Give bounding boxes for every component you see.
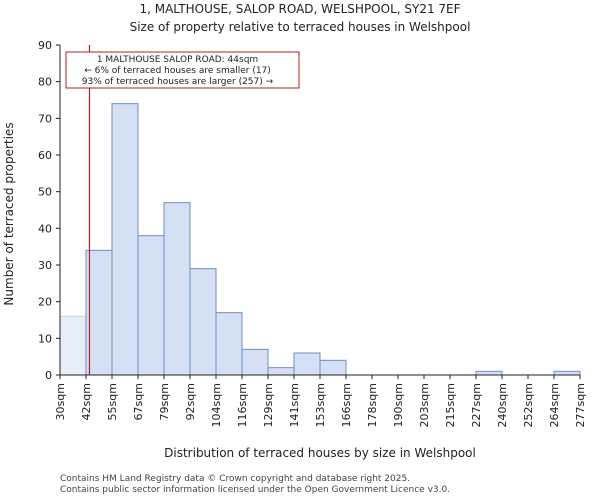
bar-79sqm — [163, 202, 191, 376]
bar-116sqm — [241, 348, 269, 376]
annotation-line-1: 1 MALTHOUSE SALOP ROAD: 44sqm — [97, 55, 258, 65]
y-tick-label: 70 — [38, 112, 52, 125]
y-tick-label: 40 — [38, 222, 52, 235]
chart-subtitle: Size of property relative to terraced ho… — [130, 20, 471, 34]
x-tick-label: 104sqm — [210, 383, 223, 427]
x-tick-label: 240sqm — [496, 383, 509, 427]
chart-title: 1, MALTHOUSE, SALOP ROAD, WELSHPOOL, SY2… — [139, 2, 460, 16]
x-tick-label: 252sqm — [522, 383, 535, 427]
x-tick-label: 55sqm — [106, 383, 119, 420]
annotation-box — [65, 51, 300, 89]
x-tick-label: 203sqm — [418, 383, 431, 427]
bar-42sqm — [85, 249, 113, 376]
y-tick-label: 50 — [38, 186, 52, 199]
y-tick-label: 80 — [38, 76, 52, 89]
x-tick-label: 92sqm — [184, 383, 197, 420]
x-axis-label: Distribution of terraced houses by size … — [164, 446, 476, 460]
x-tick-label: 227sqm — [470, 383, 483, 427]
y-axis-label: Number of terraced properties — [2, 122, 16, 305]
annotation-line-3: 93% of terraced houses are larger (257) … — [82, 77, 274, 87]
bar-153sqm — [319, 359, 347, 376]
y-tick-label: 30 — [38, 259, 52, 272]
x-tick-label: 166sqm — [340, 383, 353, 427]
plot-area: 0 10 20 30 40 50 60 70 80 90 30sqm 42sqm 55sqm 67sqm 7… — [38, 39, 587, 427]
x-tick-label: 264sqm — [548, 383, 561, 427]
footer-line-1: Contains HM Land Registry data © Crown c… — [60, 474, 411, 484]
y-tick-label: 90 — [38, 39, 52, 52]
x-tick-label: 116sqm — [236, 383, 249, 427]
x-tick-label: 67sqm — [132, 383, 145, 420]
bar-92sqm — [189, 268, 217, 376]
y-tick-label: 20 — [38, 296, 52, 309]
footer-line-2: Contains public sector information licen… — [60, 485, 451, 495]
bar-55sqm — [111, 103, 139, 376]
bar-141sqm — [293, 352, 321, 376]
x-tick-label: 30sqm — [54, 383, 67, 420]
bar-129sqm — [267, 367, 295, 376]
y-tick-label: 0 — [45, 369, 52, 382]
x-tick-label: 178sqm — [366, 383, 379, 427]
x-tick-label: 141sqm — [288, 383, 301, 427]
bar-104sqm — [215, 312, 243, 376]
bar-67sqm — [137, 235, 165, 376]
y-tick-label: 10 — [38, 332, 52, 345]
x-tick-label: 190sqm — [392, 383, 405, 427]
x-tick-label: 129sqm — [262, 383, 275, 427]
annotation-line-2: ← 6% of terraced houses are smaller (17) — [84, 66, 271, 76]
x-tick-label: 79sqm — [158, 383, 171, 420]
x-tick-label: 277sqm — [574, 383, 587, 427]
bar-227sqm — [475, 370, 503, 376]
x-tick-label: 153sqm — [314, 383, 327, 427]
x-tick-label: 215sqm — [444, 383, 457, 427]
x-tick-label: 42sqm — [80, 383, 93, 420]
y-tick-label: 60 — [38, 149, 52, 162]
bar-30sqm — [59, 315, 87, 376]
bar-264sqm — [553, 370, 581, 376]
